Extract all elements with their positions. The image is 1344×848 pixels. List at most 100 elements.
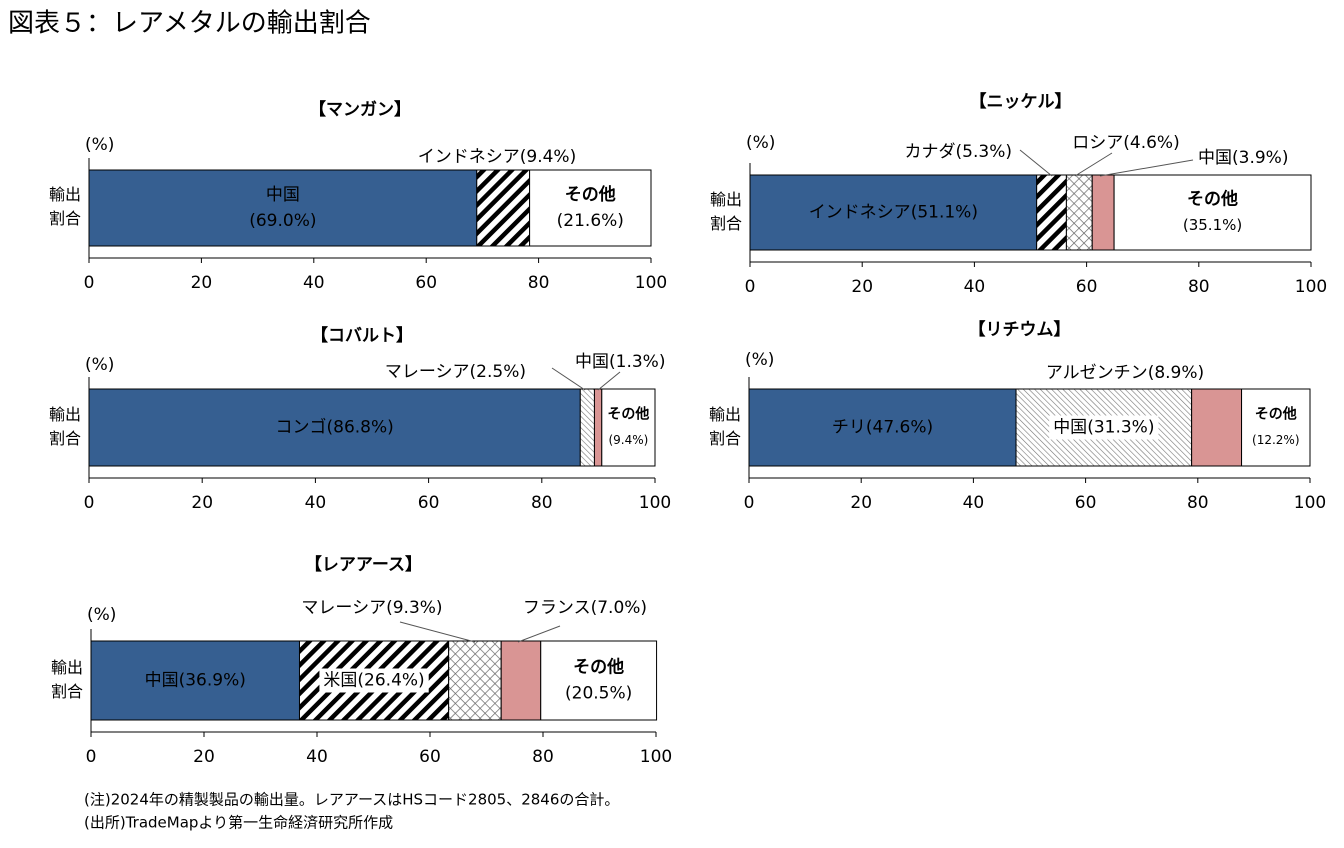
- x-tick-label: 40: [306, 747, 328, 767]
- segment-label: インドネシア(9.4%): [418, 147, 576, 167]
- x-tick-label: 20: [851, 277, 873, 297]
- x-tick-label: 0: [84, 493, 95, 513]
- segment-label: マレーシア(2.5%): [385, 362, 526, 382]
- x-tick-label: 80: [531, 493, 553, 513]
- value-label: (5.3%): [956, 142, 1012, 162]
- x-tick-label: 40: [305, 493, 327, 513]
- series-name: その他: [1255, 406, 1297, 423]
- series-name: コンゴ: [276, 417, 327, 438]
- chart-title: 【コバルト】: [311, 325, 413, 346]
- category-label: 輸出割合: [49, 404, 82, 448]
- series-name: ロシア: [1072, 133, 1123, 153]
- unit-label: (%): [746, 133, 775, 153]
- x-tick-label: 0: [84, 273, 95, 293]
- series-name: カナダ: [905, 142, 956, 162]
- label-box: [319, 668, 429, 693]
- category-label: 輸出割合: [709, 404, 742, 448]
- category-label: 輸出割合: [710, 189, 743, 233]
- segment-label: 米国(26.4%): [323, 671, 424, 691]
- x-tick-label: 100: [1295, 277, 1327, 297]
- bar-segment: [529, 169, 652, 247]
- leader-line: [1019, 149, 1053, 177]
- bar-segment: [500, 640, 542, 721]
- x-tick-label: 100: [640, 747, 672, 767]
- chart-title: 【ニッケル】: [970, 91, 1072, 112]
- segment-label: チリ(47.6%): [832, 418, 933, 438]
- value-label: (21.6%): [557, 211, 624, 231]
- value-label: (20.5%): [565, 684, 632, 704]
- segment-label: 中国(1.3%): [575, 352, 665, 372]
- segment-label: アルゼンチン(8.9%): [1046, 363, 1204, 383]
- segment-label: フランス(7.0%): [523, 598, 647, 618]
- series-name: 中国: [1198, 148, 1232, 168]
- x-tick-label: 60: [419, 747, 441, 767]
- x-tick-label: 20: [193, 747, 215, 767]
- series-name: アルゼンチン: [1046, 363, 1148, 383]
- bar-segment: [448, 640, 502, 721]
- value-label: (4.6%): [1123, 133, 1179, 153]
- leader-line: [399, 621, 476, 643]
- x-tick-label: 0: [745, 277, 756, 297]
- series-name: その他: [1187, 189, 1238, 210]
- bar-segment: [1036, 174, 1067, 251]
- value-label: (31.3%): [1087, 418, 1154, 438]
- unit-label: (%): [87, 605, 116, 625]
- bar-segment: [540, 640, 658, 721]
- category-label-box: 輸出割合: [49, 404, 82, 448]
- series-name: その他: [607, 406, 649, 423]
- bar-segment: [88, 169, 478, 247]
- x-tick-label: 60: [415, 273, 437, 293]
- category-label: 輸出割合: [51, 657, 84, 701]
- series-name: インドネシア: [809, 203, 911, 223]
- series-name: 中国: [145, 671, 179, 691]
- series-name: フランス: [523, 598, 591, 618]
- unit-label: (%): [85, 135, 114, 155]
- value-label: (2.5%): [470, 362, 526, 382]
- segment-label: インドネシア(51.1%): [809, 203, 978, 223]
- x-tick-label: 40: [303, 273, 325, 293]
- segment-label: 中国(31.3%): [1053, 418, 1154, 438]
- value-label: (7.0%): [591, 598, 647, 618]
- x-tick-label: 20: [191, 493, 213, 513]
- series-name: 米国: [323, 671, 357, 691]
- bar-segment: [1241, 388, 1311, 467]
- x-tick-label: 0: [744, 493, 755, 513]
- x-tick-label: 100: [639, 493, 671, 513]
- x-tick-label: 80: [532, 747, 554, 767]
- chart-title: 【リチウム】: [969, 319, 1071, 340]
- category-label-box: 輸出割合: [709, 404, 742, 448]
- note: (注)2024年の精製製品の輸出量。レアアースはHSコード2805、2846の合…: [84, 791, 619, 809]
- segment-label: コンゴ(86.8%): [276, 417, 394, 438]
- bar-segment: [90, 640, 300, 721]
- bar-segment: [748, 388, 1017, 467]
- value-label: (35.1%): [1183, 216, 1242, 234]
- x-tick-label: 80: [1187, 493, 1209, 513]
- bar-segment: [1191, 388, 1243, 467]
- category-label-box: 輸出割合: [49, 185, 82, 228]
- x-tick-label: 20: [850, 493, 872, 513]
- x-tick-label: 80: [1188, 277, 1210, 297]
- segment-label: カナダ(5.3%): [905, 142, 1012, 162]
- value-label: (9.4%): [520, 147, 576, 167]
- value-label: (26.4%): [357, 671, 424, 691]
- value-label: (1.3%): [609, 352, 665, 372]
- bar-segment: [88, 388, 581, 467]
- series-name: マレーシア: [301, 598, 386, 618]
- series-name: インドネシア: [418, 147, 520, 167]
- series-name: チリ: [832, 418, 866, 438]
- value-label: (12.2%): [1252, 433, 1299, 447]
- series-name: 中国: [266, 185, 300, 205]
- leader-line: [551, 367, 586, 391]
- segment-label: 中国(3.9%): [1198, 148, 1288, 168]
- category-label: 輸出割合: [49, 185, 82, 228]
- x-tick-label: 80: [528, 273, 550, 293]
- bar-segment: [1091, 174, 1115, 251]
- unit-label: (%): [85, 355, 114, 375]
- value-label: (47.6%): [866, 418, 933, 438]
- bar-segment: [601, 388, 656, 467]
- segment-label: 中国(36.9%): [145, 671, 246, 691]
- series-name: その他: [565, 184, 616, 205]
- series-name: マレーシア: [385, 362, 470, 382]
- bar-segment: [749, 174, 1038, 251]
- value-label: (9.3%): [386, 598, 442, 618]
